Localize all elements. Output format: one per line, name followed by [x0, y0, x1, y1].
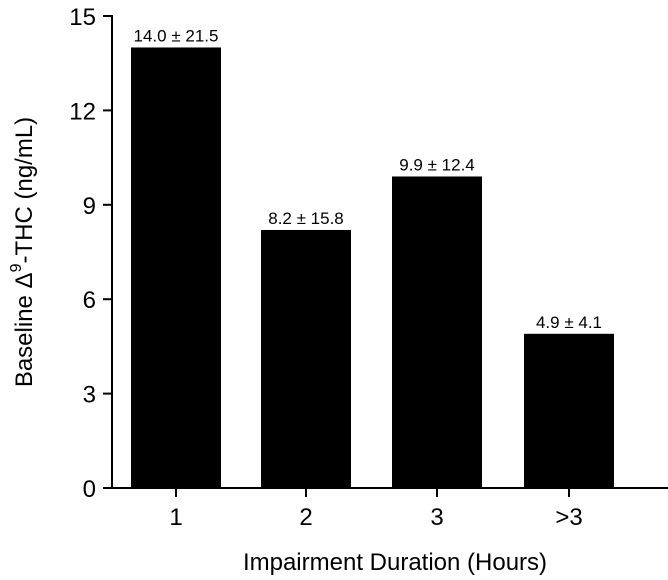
- x-tick-label: 1: [169, 504, 182, 531]
- y-tick-label: 3: [83, 382, 96, 409]
- y-tick-label: 9: [83, 193, 96, 220]
- bar: [392, 176, 482, 489]
- bar: [524, 333, 614, 488]
- bar-value-label: 14.0 ± 21.5: [134, 26, 219, 45]
- y-axis-ticks: 0 3 6 9 12 15: [69, 4, 112, 503]
- x-tick-label: 3: [430, 504, 443, 531]
- y-tick-label: 0: [83, 476, 96, 503]
- x-axis-ticks: 1 2 3 >3: [169, 488, 583, 531]
- bar: [131, 47, 221, 488]
- bar: [261, 229, 351, 488]
- x-tick-label: 2: [299, 504, 312, 531]
- x-axis-title: Impairment Duration (Hours): [243, 549, 547, 576]
- y-tick-label: 6: [83, 287, 96, 314]
- y-tick-label: 15: [69, 4, 96, 31]
- bars: 14.0 ± 21.5 8.2 ± 15.8 9.9 ± 12.4 4.9 ± 4.1: [131, 26, 614, 489]
- bar-value-label: 9.9 ± 12.4: [399, 155, 475, 174]
- bar-value-label: 8.2 ± 15.8: [268, 209, 344, 228]
- y-axis-title: Baseline Δ9-THC (ng/mL): [8, 117, 38, 387]
- bar-value-label: 4.9 ± 4.1: [536, 313, 602, 332]
- y-tick-label: 12: [69, 98, 96, 125]
- x-tick-label: >3: [555, 504, 582, 531]
